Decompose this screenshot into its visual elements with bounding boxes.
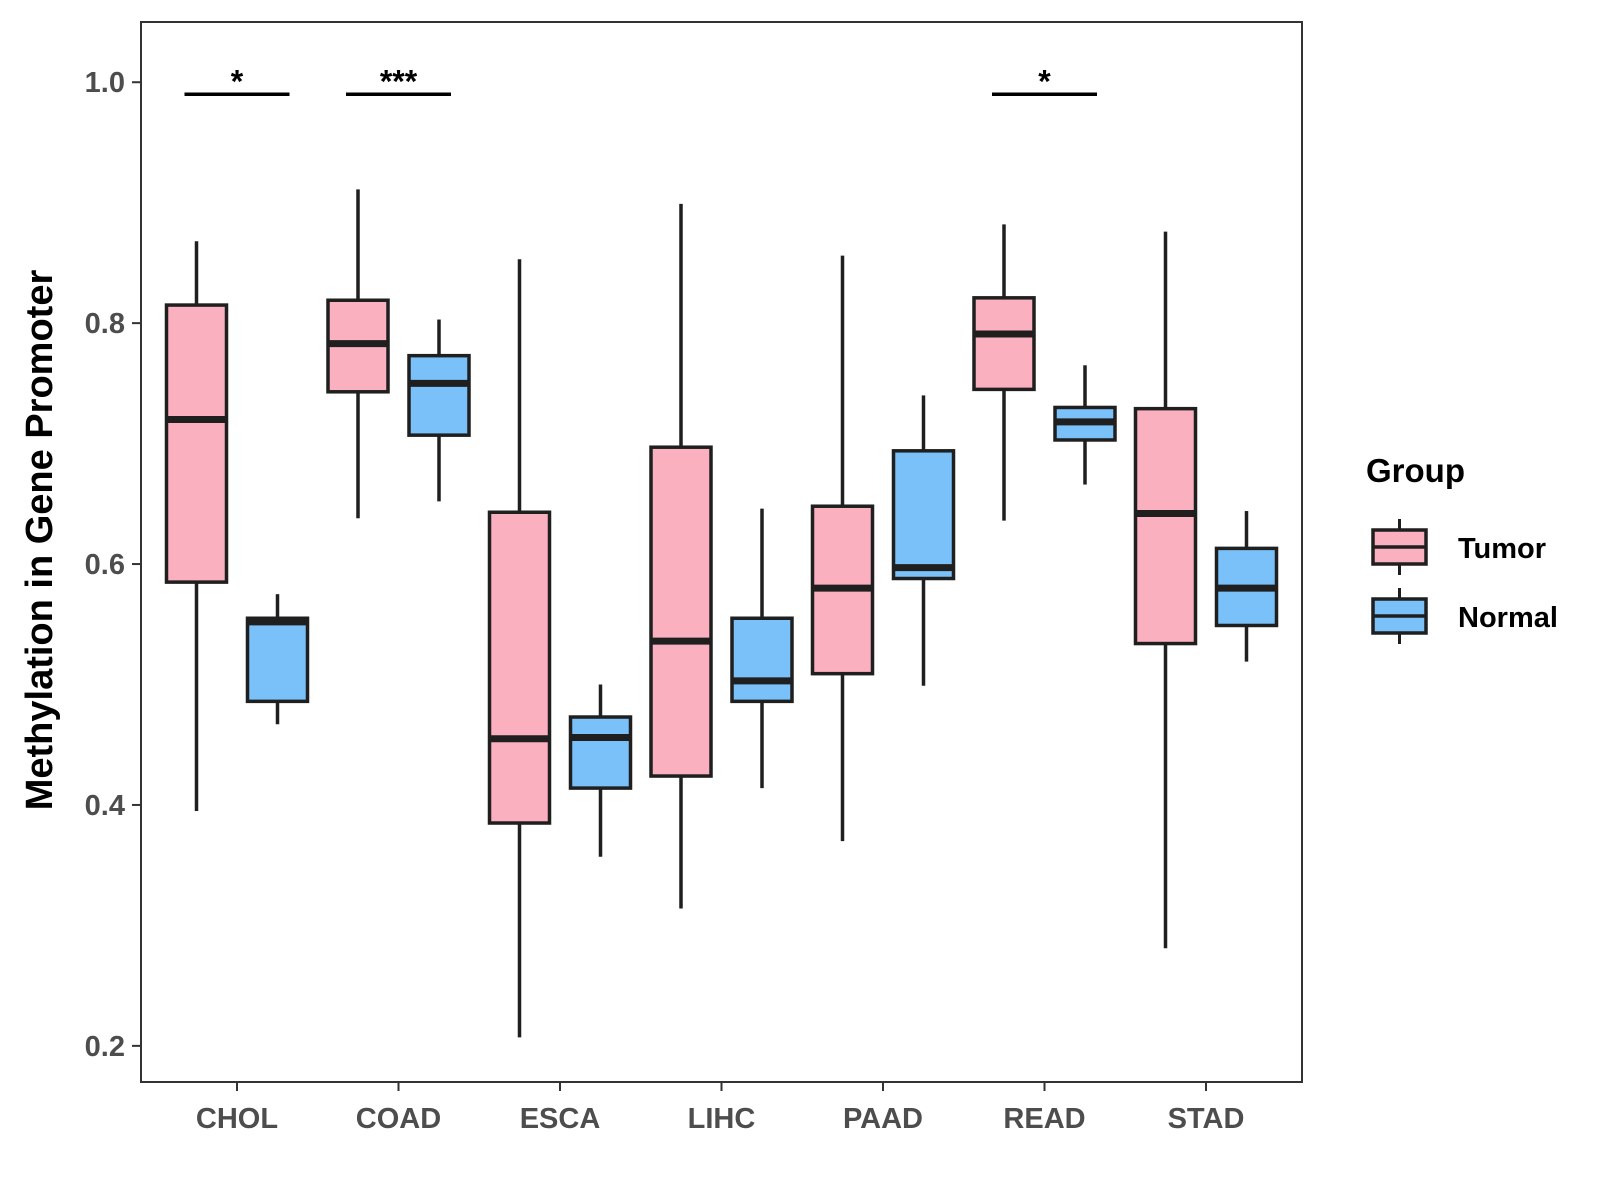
y-tick-label: 0.8 — [85, 308, 125, 340]
x-tick-label: ESCA — [520, 1103, 601, 1135]
y-tick-label: 1.0 — [85, 67, 125, 99]
box-tumor-paad — [810, 255, 875, 842]
box-normal-read — [1053, 365, 1117, 485]
box-tumor-read — [972, 224, 1036, 521]
x-tick-label: LIHC — [688, 1103, 756, 1135]
box-body — [730, 616, 794, 704]
y-axis-title: Methylation in Gene Promoter — [19, 270, 61, 811]
box-tumor-esca — [487, 259, 552, 1038]
box-normal-coad — [407, 319, 471, 502]
legend-label: Tumor — [1458, 533, 1546, 565]
x-tick-label: CHOL — [196, 1103, 278, 1135]
plot-panel-border — [140, 21, 1303, 1083]
box-body — [1133, 406, 1198, 646]
box-body — [407, 353, 471, 437]
box-normal-esca — [568, 684, 633, 857]
legend-label: Normal — [1458, 602, 1558, 634]
box-body — [568, 715, 633, 790]
significance-label: *** — [380, 63, 418, 99]
box-tumor-lihc — [649, 203, 713, 909]
box-body — [245, 616, 310, 704]
box-normal-paad — [891, 395, 956, 686]
y-tick-label: 0.6 — [85, 549, 125, 581]
box-tumor-coad — [326, 189, 390, 519]
significance-label: * — [1038, 63, 1051, 99]
significance-label: * — [231, 63, 244, 99]
x-tick-label: READ — [1003, 1103, 1085, 1135]
x-tick-label: PAAD — [843, 1103, 923, 1135]
box-normal-stad — [1214, 511, 1279, 662]
box-body — [972, 296, 1036, 392]
plot-area: 0.2 0.4 0.6 0.8 1.0 CHOL COAD ESCA LIHC PAAD READ S… — [85, 21, 1303, 1135]
box-tumor-stad — [1133, 231, 1198, 949]
y-tick-label: 0.2 — [85, 1031, 125, 1063]
box-body — [891, 449, 956, 581]
y-tick-label: 0.4 — [85, 790, 125, 822]
box-body — [164, 303, 229, 584]
box-body — [649, 445, 713, 778]
legend-entry-tumor: Tumor — [1371, 519, 1546, 575]
legend: Tumor Normal — [1371, 519, 1558, 644]
box-tumor-chol — [164, 241, 229, 811]
box-normal-lihc — [730, 508, 794, 789]
box-body — [487, 510, 552, 825]
box-normal-chol — [245, 594, 310, 725]
x-tick-label: STAD — [1168, 1103, 1245, 1135]
x-tick-label: COAD — [356, 1103, 441, 1135]
legend-entry-normal: Normal — [1371, 588, 1558, 644]
legend-title: Group — [1366, 452, 1465, 489]
